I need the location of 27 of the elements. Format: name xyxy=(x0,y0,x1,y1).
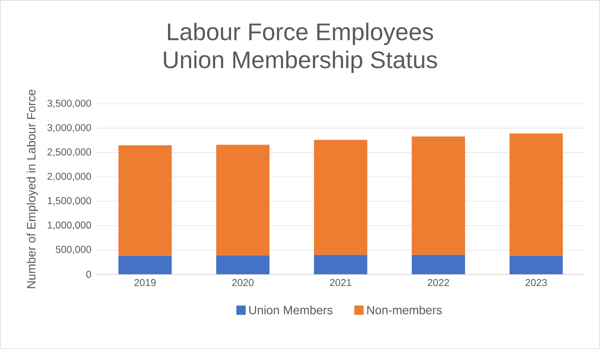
chart-title: Labour Force Employees Union Membership Status xyxy=(164,22,438,73)
bar xyxy=(510,256,563,274)
y-tick-label: 2,000,000 xyxy=(48,172,92,181)
bar xyxy=(216,255,270,274)
bar xyxy=(118,256,172,274)
legend-label: Union Members xyxy=(249,305,333,314)
bar xyxy=(412,136,466,255)
x-tick-label: 2021 xyxy=(330,278,352,286)
y-axis-title: Number of Employed in Labour Force xyxy=(26,90,38,288)
y-tick-label: 3,500,000 xyxy=(47,100,92,108)
y-tick-label: 1,500,000 xyxy=(48,197,92,206)
y-tick-label: 500,000 xyxy=(56,246,92,254)
bar xyxy=(216,144,270,256)
x-tick-label: 2023 xyxy=(526,278,547,286)
bar xyxy=(118,145,172,256)
bar xyxy=(314,254,368,274)
bar xyxy=(510,133,563,256)
x-tick-label: 2019 xyxy=(134,278,156,286)
y-tick-label: 2,500,000 xyxy=(48,148,92,157)
x-tick-label: 2022 xyxy=(428,278,450,286)
y-tick-label: 0 xyxy=(86,270,92,278)
y-tick-label: 3,000,000 xyxy=(47,124,92,132)
legend-label: Non-members xyxy=(367,305,442,314)
y-tick-label: 1,000,000 xyxy=(48,221,92,230)
bar xyxy=(412,254,466,274)
bar xyxy=(314,140,368,255)
x-tick-label: 2020 xyxy=(232,278,254,286)
